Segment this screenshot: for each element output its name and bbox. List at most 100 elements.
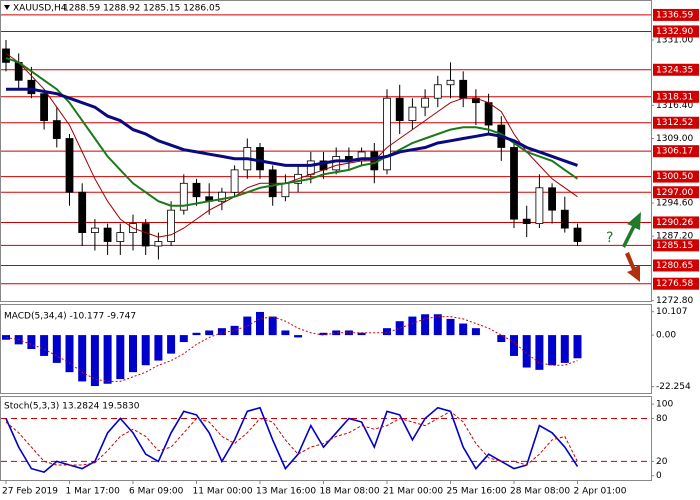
macd-bar xyxy=(103,335,112,384)
candle-body xyxy=(383,97,391,171)
level-label: 1312.52 xyxy=(656,118,693,128)
level-label: 1324.35 xyxy=(656,65,693,75)
level-box xyxy=(653,8,699,21)
macd-bar xyxy=(421,314,430,336)
y-tick-label: 20 xyxy=(656,457,668,467)
macd-bar xyxy=(281,330,290,336)
candle-body xyxy=(65,138,74,193)
level-box xyxy=(653,216,699,229)
y-tick-label: 1316.40 xyxy=(656,101,693,111)
macd-bar xyxy=(217,328,226,336)
candle-body xyxy=(281,182,290,198)
signal-mark: ? xyxy=(606,230,613,246)
candle-body xyxy=(27,79,36,95)
y-tick-label: 10.107 xyxy=(656,307,688,317)
stoch-main xyxy=(5,406,579,473)
level-label: 1297.00 xyxy=(656,188,693,198)
level-label: 1276.58 xyxy=(656,279,693,289)
macd-bar xyxy=(510,335,518,356)
macd-bar xyxy=(319,332,328,336)
macd-bar xyxy=(357,332,366,336)
macd-bar xyxy=(522,335,531,368)
macd-bar xyxy=(395,321,404,336)
candle-body xyxy=(78,191,87,233)
candle-body xyxy=(332,156,341,171)
candle-body xyxy=(548,187,556,211)
candle-body xyxy=(522,218,531,225)
candle-body xyxy=(395,97,404,121)
x-tick-label: 27 Feb 2019 xyxy=(2,487,58,497)
level-label: 1332.90 xyxy=(656,27,693,37)
level-box xyxy=(653,186,699,199)
stoch-panel xyxy=(0,396,652,481)
x-tick-label: 2 Apr 01:00 xyxy=(574,487,627,497)
up-arrow xyxy=(622,212,641,248)
macd-bar xyxy=(344,330,353,336)
y-tick-label: 100 xyxy=(656,400,673,410)
macd-bar xyxy=(535,335,544,370)
macd-bar xyxy=(408,316,417,336)
candle-body xyxy=(167,209,176,242)
macd-bar xyxy=(230,325,239,336)
level-label: 1280.65 xyxy=(656,261,693,271)
candle-body xyxy=(573,227,582,242)
level-box xyxy=(653,116,699,129)
candle-body xyxy=(459,79,468,99)
level-label: 1306.17 xyxy=(656,147,693,157)
x-tick-label: 28 Mar 08:00 xyxy=(510,487,570,497)
macd-bar xyxy=(40,335,49,356)
chart-title: XAUUSD,H4 xyxy=(13,4,67,14)
stoch-title: Stoch(5,3,3) 13.2824 19.5830 xyxy=(4,402,140,412)
macd-signal xyxy=(5,316,578,382)
stoch-signal xyxy=(5,410,578,466)
macd-bar xyxy=(90,335,99,387)
candle-body xyxy=(40,93,48,121)
candle-body xyxy=(433,84,442,99)
candle-body xyxy=(179,182,188,211)
candle-body xyxy=(52,120,61,139)
macd-bar xyxy=(141,335,150,366)
chart-subtitle: 1288.59 1288.92 1285.15 1286.05 xyxy=(63,4,220,14)
macd-bar xyxy=(116,335,125,380)
level-label: 1300.50 xyxy=(656,172,693,182)
candle-body xyxy=(484,102,493,126)
macd-bar xyxy=(560,335,569,363)
level-label: 1336.59 xyxy=(656,10,693,20)
macd-bar xyxy=(27,335,36,349)
macd-bar xyxy=(446,318,455,336)
macd-bar xyxy=(548,335,557,366)
y-tick-label: 1309.00 xyxy=(656,134,693,144)
macd-bar xyxy=(573,335,582,359)
candle-body xyxy=(446,79,455,86)
level-box xyxy=(653,145,699,158)
level-box xyxy=(653,63,699,76)
macd-bar xyxy=(459,323,468,336)
candle-body xyxy=(306,160,315,175)
macd-bar xyxy=(78,335,87,382)
y-tick-label: 1331.00 xyxy=(656,35,693,45)
y-tick-label: 80 xyxy=(656,414,668,424)
candle-body xyxy=(91,227,99,233)
candle-body xyxy=(116,232,125,242)
x-tick-label: 21 Mar 00:00 xyxy=(383,487,443,497)
candle-body xyxy=(256,147,264,171)
y-tick-label: 0 xyxy=(656,471,662,481)
macd-bar xyxy=(129,335,137,373)
macd-bar xyxy=(383,328,391,336)
macd-bar xyxy=(497,335,506,343)
candle-body xyxy=(421,97,430,108)
x-tick-label: 11 Mar 00:00 xyxy=(193,487,253,497)
candle-body xyxy=(154,241,163,247)
macd-bar xyxy=(205,330,214,336)
macd-bar xyxy=(268,316,277,336)
macd-bar xyxy=(433,314,442,336)
x-tick-label: 25 Mar 16:00 xyxy=(447,487,507,497)
candle-body xyxy=(103,227,112,242)
plot: 1331.00 1316.40 1309.00 1294.60 1287.20 1272.… xyxy=(1,8,699,497)
candle-body xyxy=(230,169,239,193)
x-tick-label: 6 Mar 09:00 xyxy=(129,487,184,497)
y-tick-label: -22.254 xyxy=(656,382,691,392)
y-tick-label: 0.00 xyxy=(656,331,676,341)
